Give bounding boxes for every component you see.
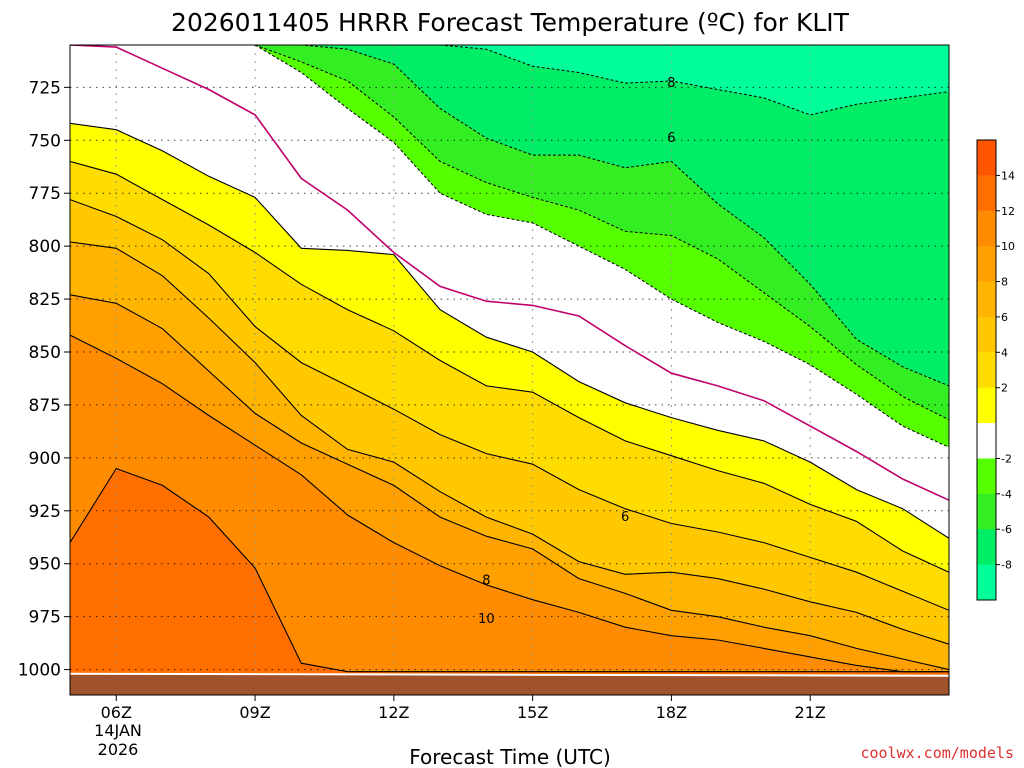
colorbar-label: -4: [1001, 488, 1012, 501]
band-4-to-6: [70, 161, 949, 611]
isotherm-p8: [70, 241, 949, 645]
chart-title: 2026011405 HRRR Forecast Temperature (ºC…: [171, 8, 850, 37]
band-minus-2-to-plus-2: [70, 45, 949, 539]
contour-labels: 8 6 6 8 10: [478, 76, 675, 627]
colorbar-segment: [977, 316, 996, 353]
colorbar-label: 14: [1001, 169, 1015, 182]
colorbar-segment: [977, 529, 996, 566]
isotherm-p4: [70, 160, 949, 573]
ground-edge: [70, 672, 949, 677]
date-label-day: 14JAN: [94, 721, 142, 740]
plot-frame: [69, 44, 950, 696]
y-tick-label: 925: [29, 502, 61, 522]
band-12-to-14: [70, 335, 949, 672]
colorbar-frame: [976, 139, 997, 601]
x-axis-label: Forecast Time (UTC): [409, 745, 611, 768]
contour-label: 8: [667, 76, 675, 91]
x-tick-label: 15Z: [517, 703, 548, 722]
colorbar-label: -2: [1001, 452, 1012, 465]
band-6-to-8: [70, 199, 949, 645]
y-tick-label: 975: [29, 608, 61, 628]
colorbar-segment: [977, 140, 996, 176]
y-tick-label: 800: [29, 237, 61, 257]
band-8-to-10: [70, 241, 949, 670]
colorbar-segment: [977, 387, 996, 424]
y-tick-label: 775: [29, 184, 61, 204]
y-tick-label: 900: [29, 449, 61, 469]
contour-label: 6: [621, 510, 629, 525]
x-axis: 06Z 09Z 12Z 15Z 18Z 21Z: [101, 695, 826, 722]
y-tick-label: 825: [29, 290, 61, 310]
colorbar-label: 2: [1001, 382, 1008, 395]
temperature-bands: [70, 45, 949, 695]
band-14-to-16: [70, 468, 949, 695]
colorbar-segment: [977, 175, 996, 212]
ground-layer: [70, 672, 949, 695]
isotherm-m4: [70, 45, 949, 421]
ground-fill: [70, 674, 949, 695]
colorbar-segment: [977, 423, 996, 459]
x-tick-label: 09Z: [239, 703, 270, 722]
colorbar-segment: [977, 458, 996, 495]
colorbar-segment: [977, 246, 996, 283]
colorbar-label: 10: [1001, 240, 1015, 253]
y-tick-label: 1000: [18, 661, 61, 681]
credit-text: coolwx.com/models: [860, 744, 1014, 762]
y-tick-label: 950: [29, 555, 61, 575]
isotherm-p2: [70, 122, 949, 539]
y-tick-label: 750: [29, 131, 61, 151]
band-10-to-12: [70, 294, 949, 672]
x-tick-label: 21Z: [795, 703, 826, 722]
colorbar-segment: [977, 210, 996, 247]
colorbar-label: -6: [1001, 523, 1012, 536]
y-tick-label: 850: [29, 343, 61, 363]
isotherm-m8: [70, 45, 949, 116]
colorbar-segment: [977, 493, 996, 530]
contour-label: 8: [482, 574, 490, 589]
colorbar: 14 12 10 8 6 4 2 -2 -4 -6 -8: [976, 139, 1015, 601]
isotherm-p12: [70, 334, 949, 673]
contour-label: 10: [478, 612, 495, 627]
colorbar-segment: [977, 564, 996, 601]
colorbar-label: 12: [1001, 205, 1015, 218]
isotherm-m6: [70, 45, 949, 387]
band-minus-8-to-minus-6: [70, 45, 949, 386]
colorbar-label: 8: [1001, 276, 1008, 289]
y-tick-label: 875: [29, 396, 61, 416]
isotherm-zero: [70, 45, 949, 501]
colorbar-segment: [977, 281, 996, 318]
date-label-year: 2026: [98, 740, 139, 759]
contour-label: 6: [667, 131, 675, 146]
y-axis: 725 750 775 800 825 850 875 900 925 950 975 1000: [18, 78, 70, 681]
isotherm-p10: [70, 294, 949, 671]
isotherm-m2: [70, 45, 949, 448]
colorbar-label: -8: [1001, 559, 1012, 572]
x-tick-label: 12Z: [378, 703, 409, 722]
band-minus-10-to-minus-8: [70, 45, 949, 115]
x-tick-label: 18Z: [656, 703, 687, 722]
band-2-to-4: [70, 123, 949, 573]
isotherm-lines: [70, 45, 949, 673]
colorbar-segment: [977, 352, 996, 389]
isotherm-p14: [70, 467, 949, 673]
y-tick-label: 725: [29, 78, 61, 98]
colorbar-label: 6: [1001, 311, 1008, 324]
x-tick-label: 06Z: [101, 703, 132, 722]
isotherm-p6: [70, 199, 949, 611]
colorbar-label: 4: [1001, 346, 1008, 359]
